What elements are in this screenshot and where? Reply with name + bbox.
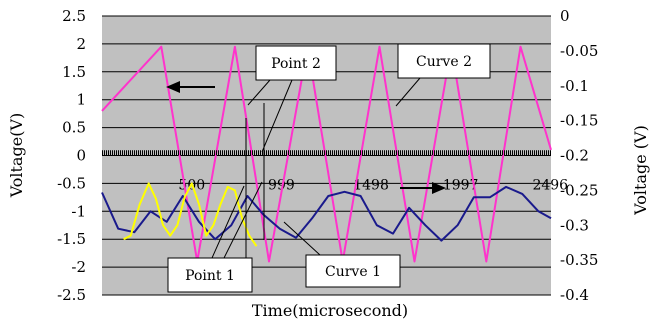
callout-point2: Point 2 (247, 45, 337, 153)
x-tick-labels: 500 999 1498 1997 2496 (178, 177, 568, 193)
right-tick-label: -0.1 (560, 77, 589, 95)
right-y-tick-labels: 0 -0.05 -0.1 -0.15 -0.2 -0.25 -0.3 -0.35 -0.4 (560, 7, 598, 304)
right-tick-label: -0.3 (560, 216, 589, 234)
left-tick-label: 1 (76, 91, 86, 109)
callout-curve1: Curve 1 (283, 221, 401, 288)
left-tick-label: -2.5 (57, 286, 86, 304)
x-axis-label: Time(microsecond) (252, 301, 408, 320)
left-tick-label: -0.5 (57, 174, 86, 192)
x-tick-label: 1997 (443, 177, 479, 193)
left-tick-label: 0 (76, 147, 86, 165)
left-tick-label: 2 (76, 35, 86, 53)
x-tick-label: 2496 (532, 177, 568, 193)
right-tick-label: 0 (560, 7, 570, 25)
right-axis-label: Voltage (V) (631, 125, 650, 216)
x-tick-label: 1498 (353, 177, 389, 193)
series-yellow (123, 182, 258, 247)
left-tick-label: -2 (71, 258, 86, 276)
left-tick-label: -1.5 (57, 230, 86, 248)
left-axis-arrow (166, 81, 215, 93)
right-axis-arrow (400, 182, 446, 194)
left-y-tick-labels: 2.5 2 1.5 1 0.5 0 -0.5 -1 -1.5 -2 -2.5 (57, 7, 86, 304)
right-tick-label: -0.2 (560, 147, 589, 165)
callout-point1: Point 1 (167, 181, 263, 293)
left-axis-label: Voltage(V) (7, 113, 26, 199)
right-tick-label: -0.4 (560, 286, 589, 304)
callout-curve2: Curve 2 (395, 43, 491, 107)
left-tick-label: 2.5 (62, 7, 86, 25)
left-tick-label: 1.5 (62, 63, 86, 81)
right-tick-label: -0.25 (560, 181, 598, 199)
right-tick-label: -0.35 (560, 251, 598, 269)
left-tick-label: 0.5 (62, 119, 86, 137)
left-tick-label: -1 (71, 202, 86, 220)
svg-text:Point 2: Point 2 (271, 56, 321, 72)
x-tick-label: 999 (268, 177, 295, 193)
svg-text:Point 1: Point 1 (185, 268, 235, 284)
right-tick-label: -0.15 (560, 112, 598, 130)
svg-text:Curve 2: Curve 2 (416, 54, 472, 70)
right-tick-label: -0.05 (560, 42, 598, 60)
svg-text:Curve 1: Curve 1 (325, 264, 381, 280)
series-curve1 (101, 185, 552, 242)
